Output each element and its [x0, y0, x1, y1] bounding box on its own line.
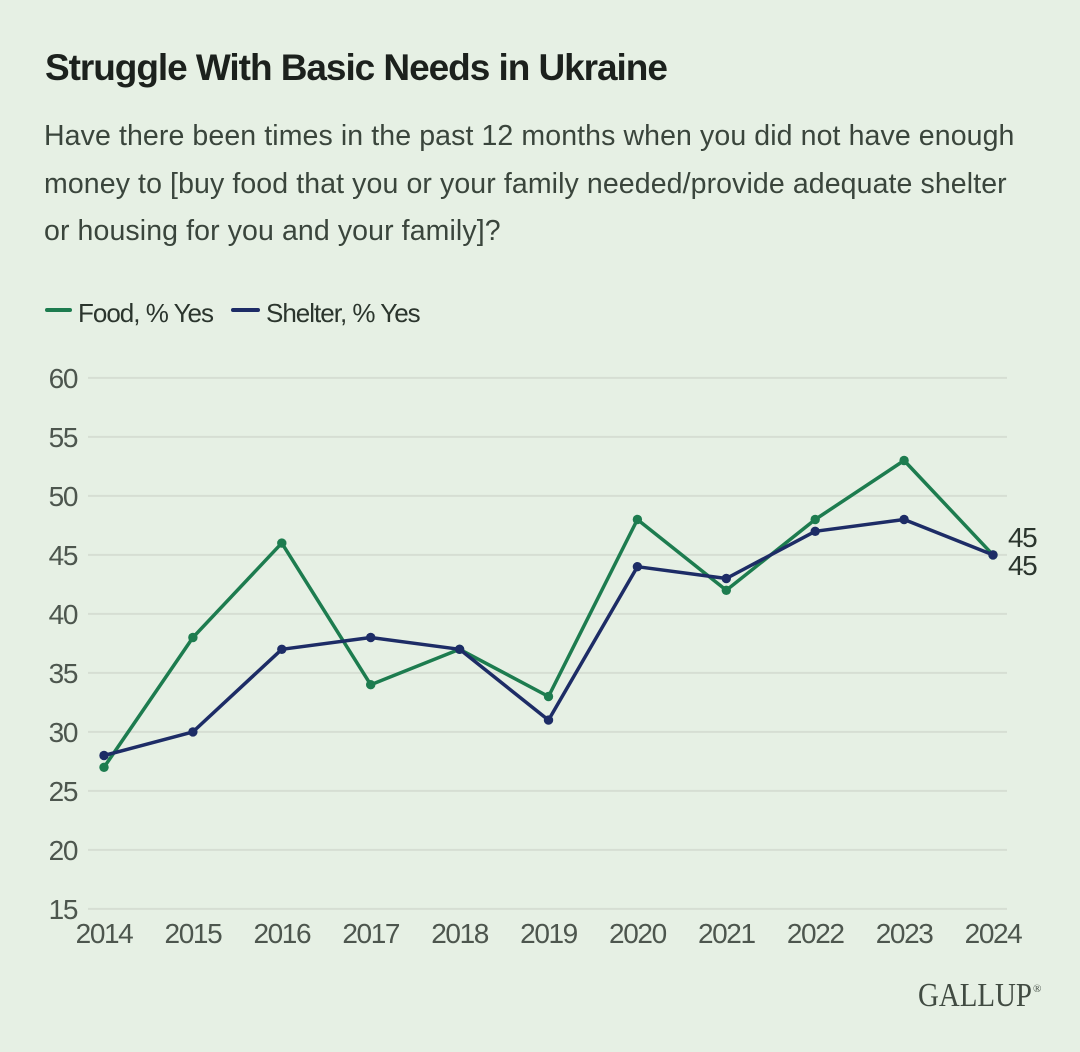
svg-text:®: ® — [1033, 983, 1041, 995]
svg-text:60: 60 — [49, 363, 78, 394]
svg-text:45: 45 — [49, 540, 78, 571]
svg-text:50: 50 — [49, 481, 78, 512]
svg-text:30: 30 — [49, 717, 78, 748]
svg-text:2021: 2021 — [698, 918, 756, 949]
svg-text:2014: 2014 — [76, 918, 134, 949]
svg-text:40: 40 — [49, 599, 78, 630]
svg-text:25: 25 — [49, 776, 78, 807]
svg-text:2022: 2022 — [787, 918, 845, 949]
svg-text:45: 45 — [1008, 522, 1037, 553]
svg-text:35: 35 — [49, 658, 78, 689]
svg-text:20: 20 — [49, 835, 78, 866]
svg-text:45: 45 — [1008, 550, 1037, 581]
svg-text:2015: 2015 — [165, 918, 223, 949]
svg-text:GALLUP: GALLUP — [918, 977, 1032, 1014]
svg-text:55: 55 — [49, 422, 78, 453]
svg-text:2023: 2023 — [876, 918, 934, 949]
svg-text:15: 15 — [49, 894, 78, 925]
svg-text:2018: 2018 — [431, 918, 489, 949]
svg-text:2017: 2017 — [342, 918, 400, 949]
svg-text:2016: 2016 — [253, 918, 311, 949]
svg-text:2020: 2020 — [609, 918, 667, 949]
svg-text:2024: 2024 — [965, 918, 1023, 949]
svg-text:2019: 2019 — [520, 918, 578, 949]
